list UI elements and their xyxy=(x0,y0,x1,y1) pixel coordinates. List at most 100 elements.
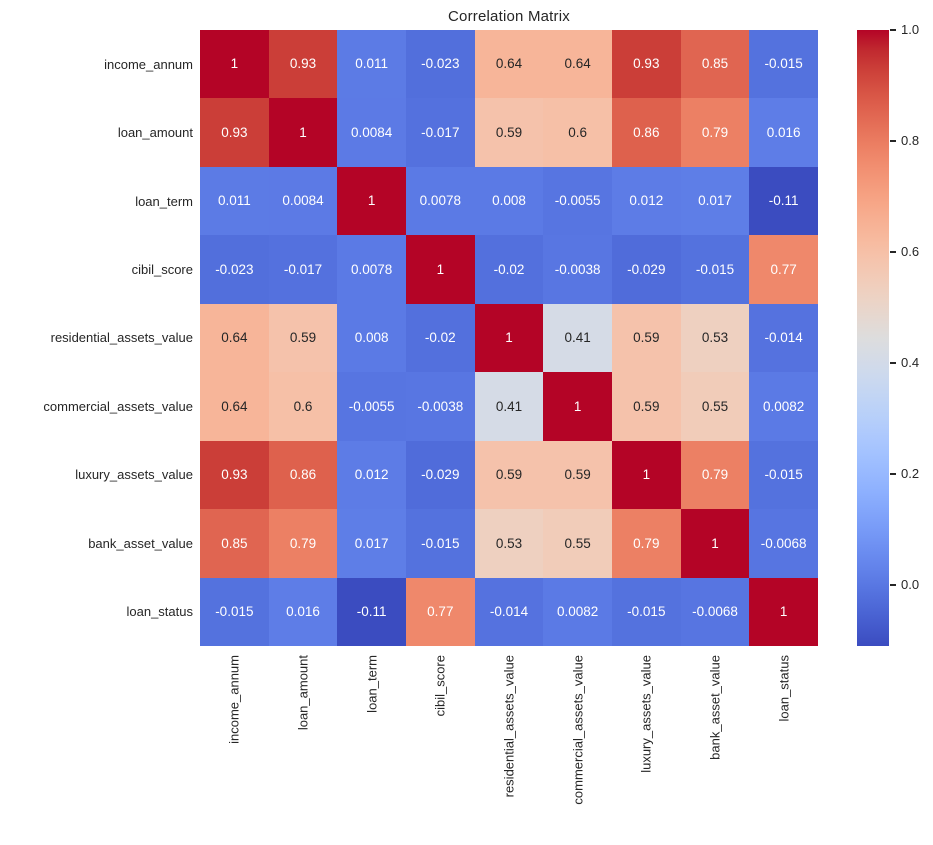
colorbar-tick-mark xyxy=(890,583,896,586)
y-tick-label-income_annum: income_annum xyxy=(104,56,193,72)
x-tick-label-loan_status: loan_status xyxy=(776,655,792,722)
matrix-cell-luxury_assets_value-loan_status: -0.015 xyxy=(749,440,818,510)
matrix-cell-commercial_assets_value-loan_status: 0.0082 xyxy=(749,372,818,441)
matrix-cell-loan_status-commercial_assets_value: 0.0082 xyxy=(543,577,612,646)
y-tick-label-luxury_assets_value: luxury_assets_value xyxy=(75,467,193,483)
matrix-cell-bank_asset_value-loan_term: 0.017 xyxy=(337,509,406,578)
matrix-cell-residential_assets_value-loan_amount: 0.59 xyxy=(268,303,338,373)
matrix-cell-residential_assets_value-luxury_assets_value: 0.59 xyxy=(611,303,681,373)
x-tick-label-luxury_assets_value: luxury_assets_value xyxy=(638,655,654,773)
matrix-cell-loan_status-luxury_assets_value: -0.015 xyxy=(611,577,681,646)
matrix-cell-income_annum-loan_amount: 0.93 xyxy=(268,30,338,99)
matrix-cell-cibil_score-commercial_assets_value: -0.0038 xyxy=(543,235,612,304)
matrix-cell-commercial_assets_value-residential_assets_value: 0.41 xyxy=(474,372,544,441)
matrix-cell-bank_asset_value-residential_assets_value: 0.53 xyxy=(474,509,544,578)
matrix-cell-loan_term-commercial_assets_value: -0.0055 xyxy=(543,166,612,236)
matrix-cell-luxury_assets_value-luxury_assets_value: 1 xyxy=(611,440,681,510)
y-tick-label-cibil_score: cibil_score xyxy=(131,262,193,278)
matrix-cell-bank_asset_value-cibil_score: -0.015 xyxy=(405,509,475,578)
colorbar-tick-mark xyxy=(890,250,896,253)
colorbar-tick-mark xyxy=(890,361,896,364)
matrix-cell-luxury_assets_value-income_annum: 0.93 xyxy=(200,440,269,510)
matrix-cell-commercial_assets_value-loan_term: -0.0055 xyxy=(337,372,406,441)
y-tick-label-bank_asset_value: bank_asset_value xyxy=(88,535,193,551)
matrix-cell-income_annum-luxury_assets_value: 0.93 xyxy=(611,30,681,99)
matrix-cell-cibil_score-residential_assets_value: -0.02 xyxy=(474,235,544,304)
matrix-cell-loan_term-loan_status: -0.11 xyxy=(749,166,818,236)
matrix-cell-cibil_score-loan_status: 0.77 xyxy=(749,235,818,304)
matrix-cell-loan_term-bank_asset_value: 0.017 xyxy=(680,166,750,236)
y-tick-label-commercial_assets_value: commercial_assets_value xyxy=(43,398,193,414)
x-tick-label-commercial_assets_value: commercial_assets_value xyxy=(570,655,586,805)
colorbar-tick-mark xyxy=(890,29,896,31)
matrix-cell-residential_assets_value-cibil_score: -0.02 xyxy=(405,303,475,373)
matrix-cell-residential_assets_value-loan_status: -0.014 xyxy=(749,303,818,373)
matrix-cell-loan_amount-cibil_score: -0.017 xyxy=(405,98,475,167)
chart-title: Correlation Matrix xyxy=(448,8,570,25)
matrix-cell-cibil_score-income_annum: -0.023 xyxy=(200,235,269,304)
matrix-cell-commercial_assets_value-luxury_assets_value: 0.59 xyxy=(611,372,681,441)
matrix-cell-commercial_assets_value-cibil_score: -0.0038 xyxy=(405,372,475,441)
matrix-cell-luxury_assets_value-residential_assets_value: 0.59 xyxy=(474,440,544,510)
matrix-cell-loan_amount-loan_status: 0.016 xyxy=(749,98,818,167)
matrix-cell-residential_assets_value-bank_asset_value: 0.53 xyxy=(680,303,750,373)
matrix-cell-residential_assets_value-income_annum: 0.64 xyxy=(200,303,269,373)
matrix-cell-loan_amount-loan_amount: 1 xyxy=(268,98,338,167)
matrix-cell-income_annum-residential_assets_value: 0.64 xyxy=(474,30,544,99)
matrix-cell-commercial_assets_value-commercial_assets_value: 1 xyxy=(543,372,612,441)
matrix-cell-commercial_assets_value-income_annum: 0.64 xyxy=(200,372,269,441)
matrix-cell-loan_amount-income_annum: 0.93 xyxy=(200,98,269,167)
matrix-cell-loan_term-residential_assets_value: 0.008 xyxy=(474,166,544,236)
matrix-cell-residential_assets_value-residential_assets_value: 1 xyxy=(474,303,544,373)
colorbar-tick-label: 0.4 xyxy=(901,354,920,370)
x-tick-label-income_annum: income_annum xyxy=(226,655,242,744)
matrix-cell-bank_asset_value-commercial_assets_value: 0.55 xyxy=(543,509,612,578)
matrix-cell-loan_status-loan_term: -0.11 xyxy=(337,577,406,646)
colorbar-tick-label: 0.8 xyxy=(901,132,920,148)
matrix-cell-income_annum-commercial_assets_value: 0.64 xyxy=(543,30,612,99)
matrix-cell-loan_amount-luxury_assets_value: 0.86 xyxy=(611,98,681,167)
matrix-cell-income_annum-cibil_score: -0.023 xyxy=(405,30,475,99)
matrix-cell-loan_term-cibil_score: 0.0078 xyxy=(405,166,475,236)
matrix-cell-cibil_score-cibil_score: 1 xyxy=(405,235,475,304)
heatmap-grid: 1 0.93 0.011 -0.023 0.64 0.64 0.93 0.85 -0.015 0.… xyxy=(200,30,818,646)
x-tick-label-bank_asset_value: bank_asset_value xyxy=(707,655,723,760)
matrix-cell-luxury_assets_value-bank_asset_value: 0.79 xyxy=(680,440,750,510)
colorbar-tick-label: 0.2 xyxy=(901,465,920,481)
matrix-cell-residential_assets_value-loan_term: 0.008 xyxy=(337,303,406,373)
matrix-cell-luxury_assets_value-cibil_score: -0.029 xyxy=(405,440,475,510)
matrix-cell-loan_amount-commercial_assets_value: 0.6 xyxy=(543,98,612,167)
matrix-cell-loan_term-income_annum: 0.011 xyxy=(200,166,269,236)
matrix-cell-bank_asset_value-loan_amount: 0.79 xyxy=(268,509,338,578)
colorbar-tick-mark xyxy=(890,472,896,475)
colorbar-tick-label: 1.0 xyxy=(901,22,920,37)
matrix-cell-loan_term-loan_amount: 0.0084 xyxy=(268,166,338,236)
y-tick-label-loan_term: loan_term xyxy=(135,193,193,209)
x-tick-label-loan_term: loan_term xyxy=(364,655,380,713)
matrix-cell-luxury_assets_value-commercial_assets_value: 0.59 xyxy=(543,440,612,510)
colorbar-tick-mark xyxy=(890,139,896,142)
x-tick-label-residential_assets_value: residential_assets_value xyxy=(501,655,517,798)
matrix-cell-luxury_assets_value-loan_amount: 0.86 xyxy=(268,440,338,510)
y-tick-label-loan_status: loan_status xyxy=(126,604,194,620)
matrix-cell-loan_status-loan_status: 1 xyxy=(749,577,818,646)
matrix-cell-loan_term-loan_term: 1 xyxy=(337,166,406,236)
matrix-cell-residential_assets_value-commercial_assets_value: 0.41 xyxy=(543,303,612,373)
matrix-cell-loan_amount-residential_assets_value: 0.59 xyxy=(474,98,544,167)
colorbar xyxy=(857,30,889,646)
matrix-cell-loan_status-income_annum: -0.015 xyxy=(200,577,269,646)
matrix-cell-commercial_assets_value-bank_asset_value: 0.55 xyxy=(680,372,750,441)
matrix-cell-loan_amount-loan_term: 0.0084 xyxy=(337,98,406,167)
matrix-cell-bank_asset_value-bank_asset_value: 1 xyxy=(680,509,750,578)
matrix-cell-cibil_score-loan_term: 0.0078 xyxy=(337,235,406,304)
y-tick-label-residential_assets_value: residential_assets_value xyxy=(50,330,193,346)
matrix-cell-loan_status-bank_asset_value: -0.0068 xyxy=(680,577,750,646)
matrix-cell-cibil_score-bank_asset_value: -0.015 xyxy=(680,235,750,304)
colorbar-tick-label: 0.6 xyxy=(901,243,920,259)
matrix-cell-bank_asset_value-loan_status: -0.0068 xyxy=(749,509,818,578)
matrix-cell-loan_status-residential_assets_value: -0.014 xyxy=(474,577,544,646)
matrix-cell-commercial_assets_value-loan_amount: 0.6 xyxy=(268,372,338,441)
matrix-cell-income_annum-loan_term: 0.011 xyxy=(337,30,406,99)
colorbar-tick-label: 0.0 xyxy=(901,576,920,592)
